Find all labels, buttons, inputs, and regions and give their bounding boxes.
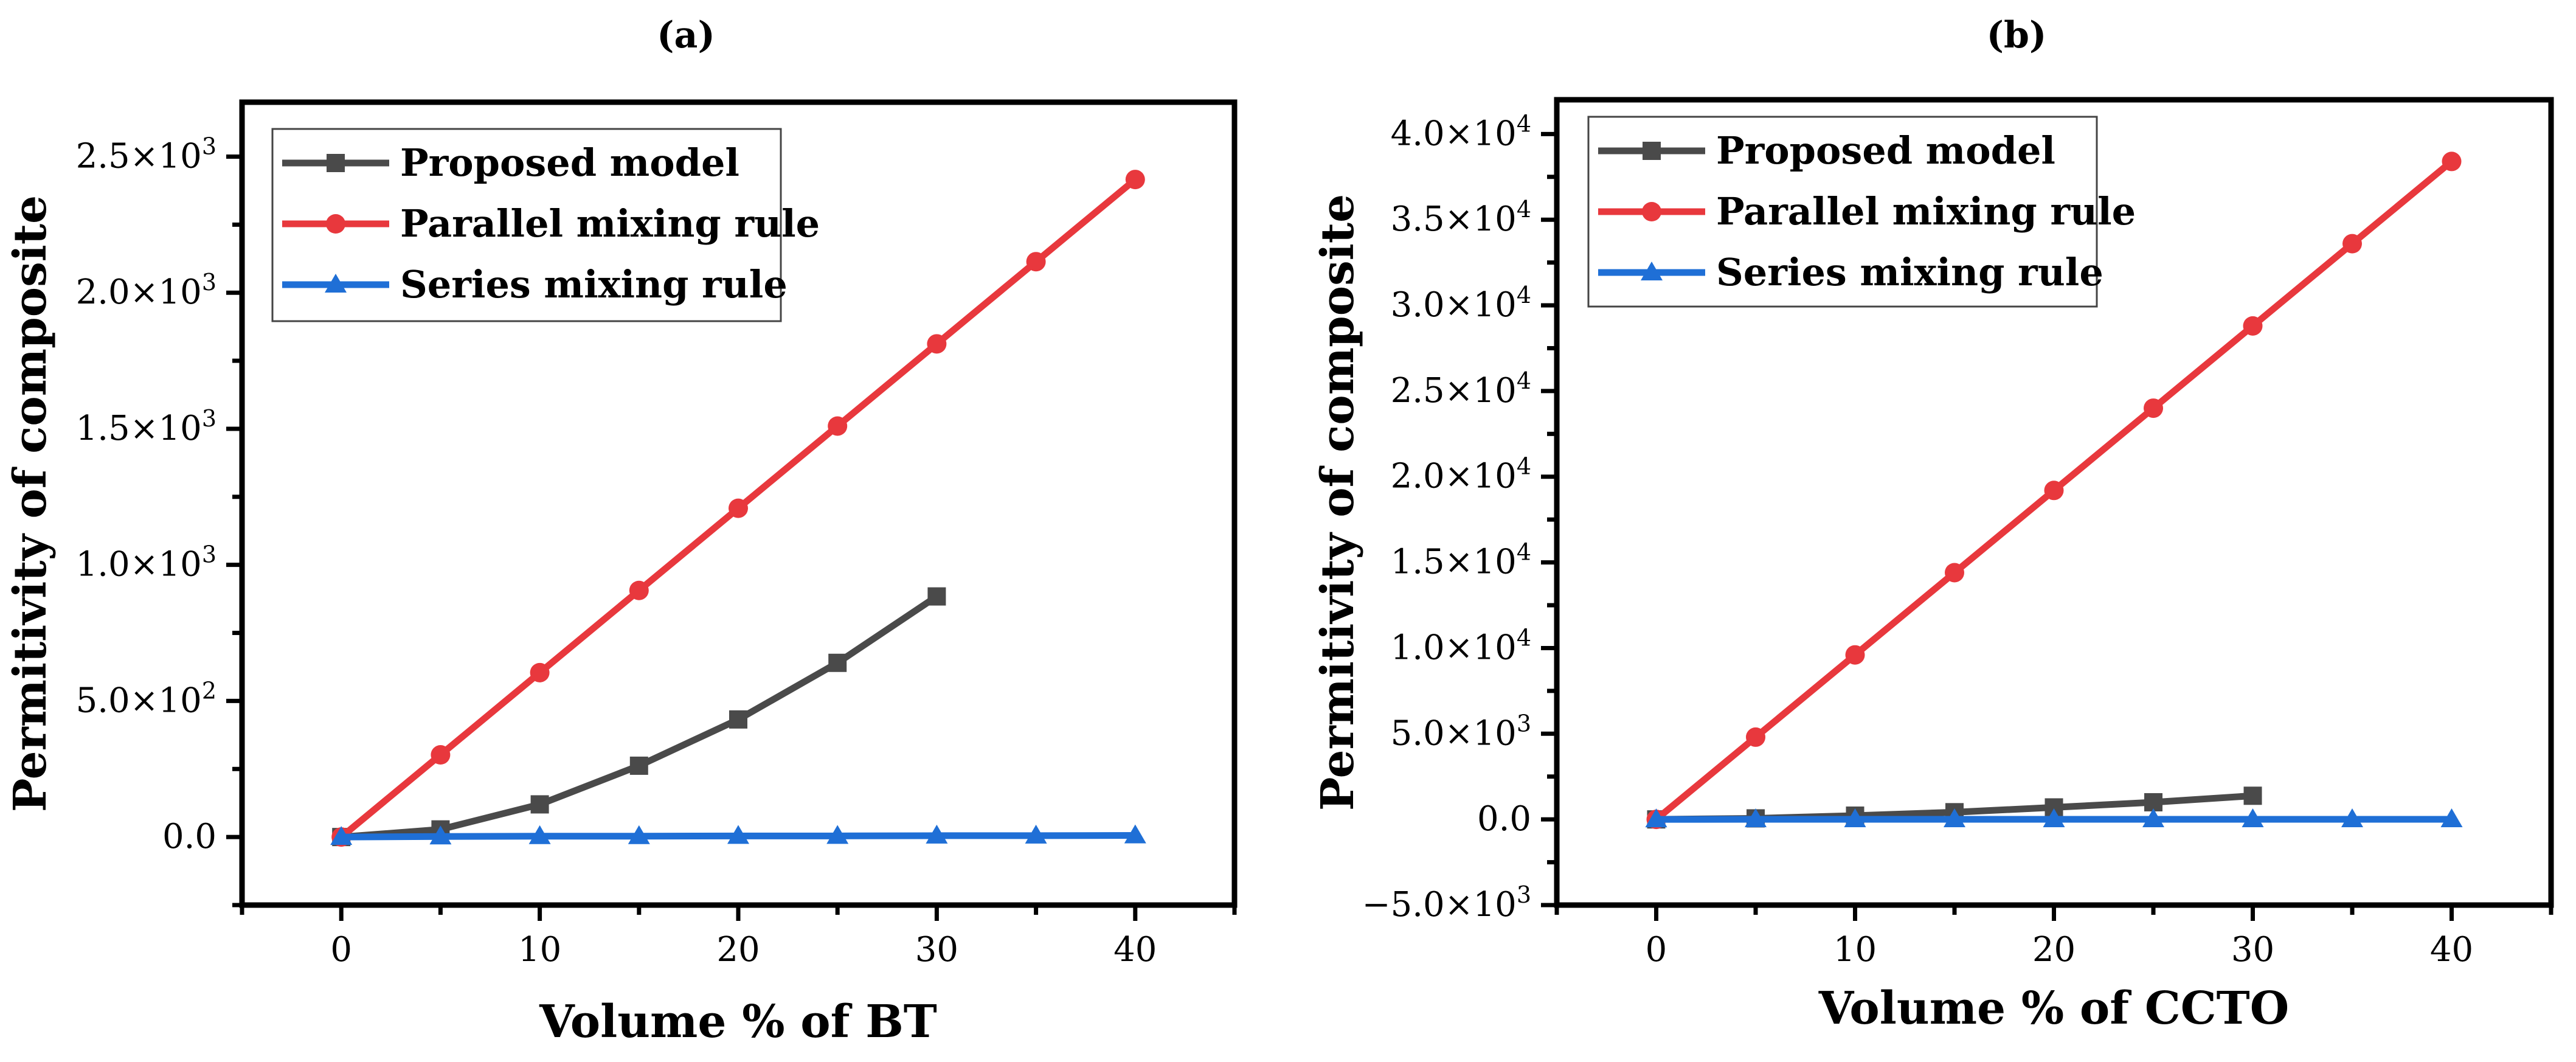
legend-label: Proposed model [1716, 128, 2055, 173]
data-point [2144, 793, 2162, 811]
data-point [2440, 808, 2463, 827]
data-point [530, 662, 550, 682]
x-tick-label: 20 [2032, 930, 2076, 970]
panel-label: (b) [1987, 14, 2047, 57]
data-point [1944, 808, 1965, 828]
panel-label: (a) [657, 14, 715, 57]
chart-panel-a: (a) 0 10 20 30 40 0.0 5.0×102 1.0×103 1.5×103 2.0×… [4, 14, 1238, 1048]
data-point [729, 498, 748, 518]
y-tick-label: 1.0×104 [1391, 624, 1531, 667]
data-point [727, 825, 749, 844]
y-tick-label: −5.0×103 [1362, 881, 1531, 925]
data-point [826, 825, 849, 844]
data-point [828, 416, 848, 436]
data-point [1124, 824, 1146, 844]
x-tick-label: 40 [1113, 930, 1157, 970]
y-tick-label: 2.5×103 [76, 133, 216, 176]
legend: Proposed model Parallel mixing rule Series… [1587, 116, 2136, 308]
x-tick-label: 0 [330, 930, 352, 970]
data-point [2341, 808, 2363, 827]
legend-label: Series mixing rule [400, 262, 788, 307]
data-point [828, 653, 847, 672]
legend-marker [327, 154, 345, 172]
x-tick-label: 40 [2430, 930, 2473, 970]
series-parallel-mixing-rule [331, 170, 1145, 847]
legend-marker [1643, 142, 1661, 160]
x-tick-label: 10 [518, 930, 561, 970]
y-tick-label: 1.5×104 [1391, 539, 1531, 582]
data-point [926, 824, 948, 844]
x-axis-title: Volume % of BT [539, 996, 937, 1048]
x-tick-label: 20 [716, 930, 760, 970]
series-series-mixing-rule [1645, 808, 2463, 828]
y-tick-label: 2.0×103 [76, 269, 216, 312]
legend-marker [1641, 262, 1663, 280]
series-series-mixing-rule [330, 824, 1146, 845]
y-tick-label: 4.0×104 [1391, 110, 1531, 153]
data-point [1025, 824, 1047, 844]
legend-marker [326, 214, 345, 234]
x-tick-label: 30 [915, 930, 958, 970]
y-axis-title: Permitivity of composite [4, 195, 57, 812]
y-axis-title: Permitivity of composite [1312, 194, 1364, 811]
data-point [1745, 808, 1767, 828]
chart-panel-b: (b) 0 10 20 30 40 −5.0×103 0.0 5.0×103 1.0×104 1.5… [1312, 14, 2554, 1035]
data-point [431, 745, 451, 765]
legend-label: Proposed model [400, 141, 739, 185]
y-tick-label: 0.0 [162, 817, 216, 856]
y-tick-label: 2.0×104 [1391, 453, 1531, 496]
y-tick-label: 3.5×104 [1391, 196, 1531, 239]
data-point [629, 580, 649, 600]
y-tick-label: 1.0×103 [76, 541, 216, 585]
legend-marker [1642, 202, 1661, 221]
data-point [1125, 170, 1145, 190]
data-point [2442, 151, 2462, 172]
data-point [1746, 727, 1765, 747]
data-point [528, 825, 551, 844]
x-tick-label: 30 [2231, 930, 2274, 970]
data-point [2243, 316, 2263, 336]
data-point [1026, 252, 1046, 272]
data-point [1945, 563, 1964, 583]
data-point [2242, 808, 2264, 827]
legend: Proposed model Parallel mixing rule Series… [271, 128, 820, 322]
data-point [530, 795, 549, 814]
data-point [729, 710, 747, 729]
legend-marker [325, 274, 347, 293]
data-point [2243, 786, 2262, 805]
data-point [2342, 234, 2362, 254]
x-tick-label: 10 [1833, 930, 1877, 970]
data-point [1645, 808, 1667, 828]
y-tick-label: 5.0×103 [1391, 710, 1531, 753]
data-point [927, 334, 947, 354]
data-point [2043, 808, 2065, 827]
data-point [2044, 481, 2064, 501]
x-axis-title: Volume % of CCTO [1818, 982, 2289, 1035]
data-point [927, 587, 946, 606]
data-point [628, 825, 650, 844]
legend-label: Parallel mixing rule [400, 201, 820, 246]
y-tick-label: 1.5×103 [76, 405, 216, 448]
y-tick-label: 0.0 [1477, 799, 1531, 839]
data-point [330, 826, 353, 845]
legend-label: Series mixing rule [1716, 250, 2103, 294]
y-tick-label: 3.0×104 [1391, 282, 1531, 325]
series-line [341, 594, 939, 841]
y-tick-label: 2.5×104 [1391, 367, 1531, 411]
data-point [429, 825, 452, 845]
data-point [1845, 645, 1865, 665]
legend-label: Parallel mixing rule [1716, 189, 2136, 234]
x-tick-label: 0 [1646, 930, 1667, 970]
data-point [2142, 808, 2164, 827]
y-tick-label: 5.0×102 [76, 677, 216, 720]
data-point [2144, 398, 2163, 418]
data-point [629, 756, 648, 775]
series-proposed-model [332, 587, 946, 847]
data-point [1844, 808, 1866, 828]
